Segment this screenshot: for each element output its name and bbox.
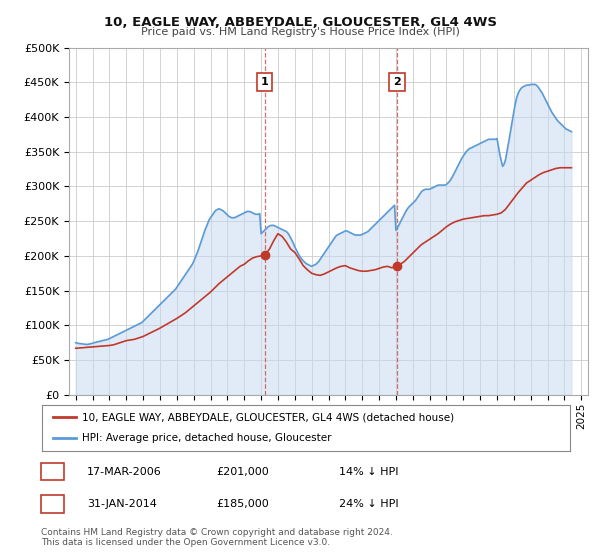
Text: Price paid vs. HM Land Registry's House Price Index (HPI): Price paid vs. HM Land Registry's House … [140, 27, 460, 37]
Text: 1: 1 [49, 466, 56, 477]
Text: 1: 1 [261, 77, 269, 87]
Text: £185,000: £185,000 [216, 499, 269, 509]
Text: £201,000: £201,000 [216, 466, 269, 477]
Text: Contains HM Land Registry data © Crown copyright and database right 2024.
This d: Contains HM Land Registry data © Crown c… [41, 528, 392, 547]
Text: 14% ↓ HPI: 14% ↓ HPI [339, 466, 398, 477]
Text: 31-JAN-2014: 31-JAN-2014 [87, 499, 157, 509]
Text: 17-MAR-2006: 17-MAR-2006 [87, 466, 162, 477]
Text: 2: 2 [394, 77, 401, 87]
Text: 2: 2 [49, 499, 56, 509]
Text: HPI: Average price, detached house, Gloucester: HPI: Average price, detached house, Glou… [82, 433, 331, 444]
Text: 10, EAGLE WAY, ABBEYDALE, GLOUCESTER, GL4 4WS (detached house): 10, EAGLE WAY, ABBEYDALE, GLOUCESTER, GL… [82, 412, 454, 422]
Text: 10, EAGLE WAY, ABBEYDALE, GLOUCESTER, GL4 4WS: 10, EAGLE WAY, ABBEYDALE, GLOUCESTER, GL… [104, 16, 497, 29]
Text: 24% ↓ HPI: 24% ↓ HPI [339, 499, 398, 509]
